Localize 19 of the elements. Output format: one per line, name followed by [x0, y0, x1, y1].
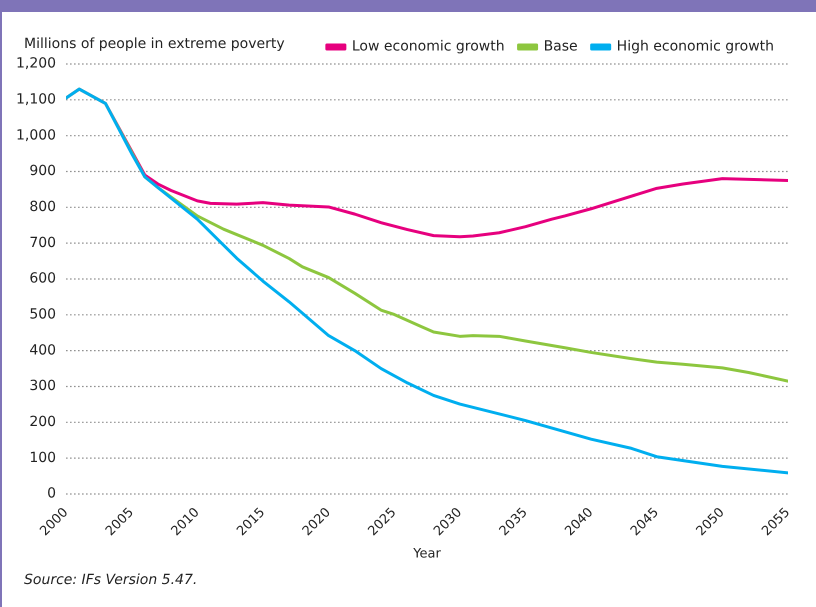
- y-tick-label: 0: [47, 486, 56, 502]
- legend-label: Base: [544, 38, 578, 55]
- y-tick-label: 400: [29, 342, 56, 358]
- y-tick-label: 700: [29, 234, 56, 251]
- legend-label: High economic growth: [616, 38, 774, 55]
- y-tick-label: 500: [29, 306, 56, 322]
- y-tick-label: 600: [29, 270, 56, 287]
- x-axis-title: Year: [412, 546, 442, 562]
- source-note: Source: IFs Version 5.47.: [24, 572, 198, 588]
- y-tick-label: 300: [29, 378, 56, 394]
- y-tick-label: 1,200: [16, 56, 56, 72]
- y-tick-label: 900: [29, 163, 56, 180]
- legend-label: Low economic growth: [352, 38, 505, 55]
- y-tick-label: 200: [29, 414, 56, 430]
- y-tick-label: 1,000: [16, 127, 56, 144]
- y-axis-title: Millions of people in extreme poverty: [24, 36, 285, 52]
- y-tick-label: 800: [29, 198, 56, 215]
- y-tick-label: 100: [29, 450, 56, 466]
- y-tick-label: 1,100: [16, 91, 56, 108]
